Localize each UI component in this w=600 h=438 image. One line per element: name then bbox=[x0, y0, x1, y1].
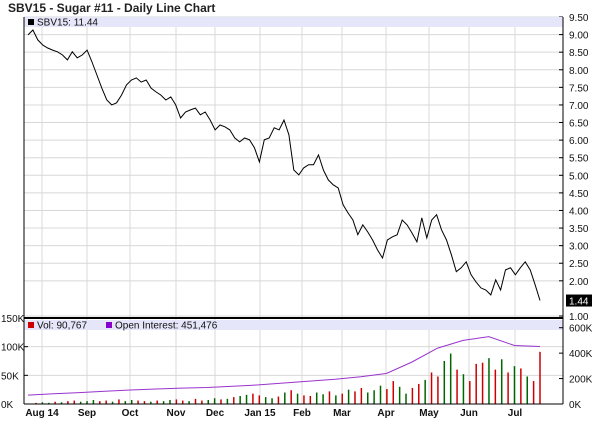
x-tick-label: Mar bbox=[333, 408, 351, 419]
y-tick-label: 6.00 bbox=[569, 136, 589, 147]
y-tick-label: 8.00 bbox=[569, 66, 589, 77]
right-tick-label: 600K bbox=[569, 324, 593, 335]
x-tick-label: Jun bbox=[460, 408, 478, 419]
x-tick-label: May bbox=[419, 408, 439, 419]
x-tick-label: Nov bbox=[167, 408, 186, 419]
y-tick-label: 8.50 bbox=[569, 48, 589, 59]
x-tick-label: Aug 14 bbox=[25, 408, 59, 419]
y-tick-label: 5.00 bbox=[569, 171, 589, 182]
y-tick-label: 6.50 bbox=[569, 119, 589, 130]
y-tick-label: 5.50 bbox=[569, 154, 589, 165]
y-tick-label: 1.00 bbox=[569, 312, 589, 323]
open-interest-line bbox=[27, 336, 541, 396]
legend-swatch-volume bbox=[28, 322, 34, 328]
y-tick-label: 9.00 bbox=[569, 31, 589, 42]
left-tick-label: 50K bbox=[1, 371, 19, 382]
legend-label-oi: Open Interest: 451,476 bbox=[115, 321, 218, 332]
price-line bbox=[27, 29, 541, 301]
x-tick-label: Oct bbox=[122, 408, 139, 419]
legend-label-volume: Vol: 90,767 bbox=[37, 321, 87, 332]
last-price-label: 1.44 bbox=[569, 297, 589, 308]
y-tick-label: 4.00 bbox=[569, 206, 589, 217]
left-tick-label: 0K bbox=[1, 400, 14, 411]
y-tick-label: 3.00 bbox=[569, 242, 589, 253]
y-tick-label: 4.50 bbox=[569, 189, 589, 200]
x-tick-label: Dec bbox=[206, 408, 225, 419]
last-price-box bbox=[566, 294, 592, 307]
y-tick-label: 3.50 bbox=[569, 224, 589, 235]
x-tick-label: Apr bbox=[377, 408, 394, 419]
legend-label: SBV15: 11.44 bbox=[37, 18, 98, 29]
left-tick-label: 150K bbox=[1, 314, 25, 325]
legend-swatch bbox=[28, 19, 34, 25]
legend-band bbox=[24, 17, 563, 27]
y-tick-label: 2.50 bbox=[569, 259, 589, 270]
left-tick-label: 100K bbox=[1, 343, 25, 354]
right-tick-label: 400K bbox=[569, 349, 593, 360]
x-tick-label: Feb bbox=[293, 408, 311, 419]
right-tick-label: 0K bbox=[569, 400, 582, 411]
y-tick-label: 9.50 bbox=[569, 13, 589, 24]
y-tick-label: 2.00 bbox=[569, 277, 589, 288]
y-tick-label: 7.00 bbox=[569, 101, 589, 112]
x-tick-label: Jan 15 bbox=[244, 408, 276, 419]
x-tick-label: Sep bbox=[78, 408, 96, 419]
right-tick-label: 200K bbox=[569, 375, 593, 386]
chart-title: SBV15 - Sugar #11 - Daily Line Chart bbox=[8, 1, 216, 15]
x-tick-label: Jul bbox=[508, 408, 523, 419]
legend-swatch-oi bbox=[106, 322, 112, 328]
y-tick-label: 7.50 bbox=[569, 83, 589, 94]
volume-legend-band bbox=[24, 320, 563, 330]
